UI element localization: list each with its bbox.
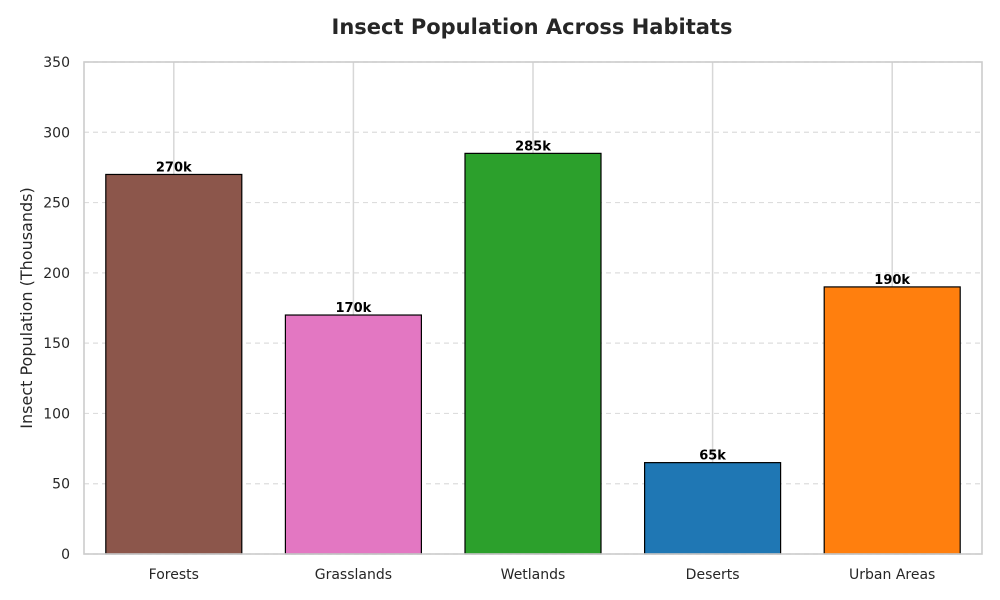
y-tick-label: 300 [43,125,70,141]
bar-urban-areas [823,286,961,555]
bar-value-label: 270k [156,160,192,175]
bar-value-label: 65k [699,449,726,464]
x-tick-label: Grasslands [315,567,392,583]
y-tick-label: 150 [43,336,70,352]
bar-grasslands [284,314,422,555]
bar-value-label: 285k [515,139,551,154]
y-tick-label: 0 [61,547,70,563]
axes [83,61,983,555]
bar-wetlands [464,152,602,555]
x-tick-label: Urban Areas [849,567,935,583]
plot-area: 270k 170k 285k 65k 190k [83,61,983,555]
bar-value-label: 170k [336,301,372,316]
plot-border [83,61,983,555]
y-tick-label: 250 [43,196,70,212]
x-tick-label: Forests [149,567,199,583]
x-tick-labels: Forests Grasslands Wetlands Deserts Urban Ar… [149,567,936,583]
y-tick-label: 50 [52,477,70,493]
x-tick-label: Deserts [686,567,740,583]
bar-deserts [643,462,782,555]
y-tick-label: 100 [43,406,70,422]
x-tick-label: Wetlands [501,567,566,583]
bar-value-label: 190k [874,273,910,288]
bar-value-labels: 270k 170k 285k 65k 190k [156,139,911,463]
y-tick-label: 200 [43,266,70,282]
chart-title: Insect Population Across Habitats [332,15,733,39]
y-tick-label: 350 [43,55,70,71]
bar-forests [105,173,243,555]
y-axis-label: Insect Population (Thousands) [17,187,36,428]
bars [105,152,961,555]
y-tick-labels: 0 50 100 150 200 250 300 350 [43,55,70,563]
